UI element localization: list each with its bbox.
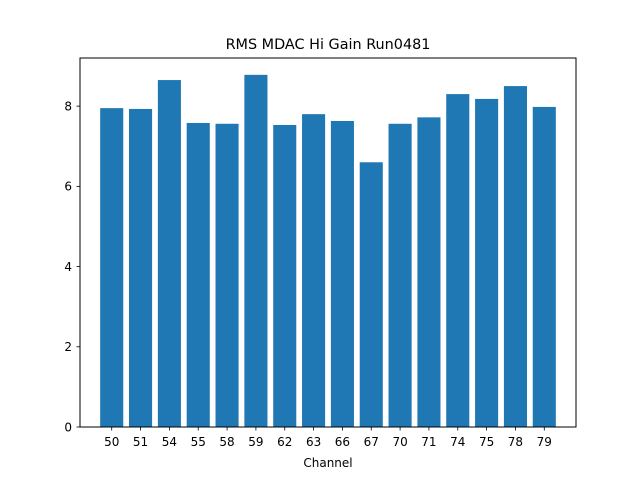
bar-75 xyxy=(475,98,499,427)
bar-63 xyxy=(302,114,326,428)
y-tick-label-6: 6 xyxy=(64,180,72,194)
y-tick-label-4: 4 xyxy=(64,260,72,274)
x-tick-label-70: 70 xyxy=(392,435,407,449)
y-tick-label-0: 0 xyxy=(64,420,72,434)
bar-71 xyxy=(417,117,441,428)
bar-70 xyxy=(388,123,412,427)
x-tick-label-55: 55 xyxy=(191,435,206,449)
bar-79 xyxy=(532,106,556,428)
x-tick-label-67: 67 xyxy=(364,435,379,449)
bar-62 xyxy=(273,124,297,427)
bar-67 xyxy=(359,162,383,427)
x-tick-label-74: 74 xyxy=(450,435,465,449)
x-tick-label-63: 63 xyxy=(306,435,321,449)
chart-title: RMS MDAC Hi Gain Run0481 xyxy=(226,37,431,53)
x-axis-label: Channel xyxy=(303,456,352,470)
x-tick-label-78: 78 xyxy=(508,435,523,449)
bar-50 xyxy=(100,108,124,427)
x-tick-label-58: 58 xyxy=(219,435,234,449)
bar-55 xyxy=(186,122,210,427)
y-tick-label-8: 8 xyxy=(64,99,72,113)
bar-66 xyxy=(330,120,354,427)
bar-74 xyxy=(446,94,470,427)
x-tick-label-50: 50 xyxy=(104,435,119,449)
bars-layer xyxy=(100,74,556,428)
bar-54 xyxy=(157,80,181,427)
x-tick-label-59: 59 xyxy=(248,435,263,449)
x-tick-label-54: 54 xyxy=(162,435,177,449)
x-tick-label-62: 62 xyxy=(277,435,292,449)
x-axis: 50 51 54 55 58 59 62 63 66 67 70 71 74 75 78 79 xyxy=(104,427,552,449)
x-tick-label-66: 66 xyxy=(335,435,350,449)
bar-59 xyxy=(244,74,268,427)
plot-frame xyxy=(79,57,577,428)
bar-51 xyxy=(129,108,153,427)
x-tick-label-79: 79 xyxy=(537,435,552,449)
x-tick-label-75: 75 xyxy=(479,435,494,449)
bar-58 xyxy=(215,123,239,427)
x-tick-label-51: 51 xyxy=(133,435,148,449)
bar-78 xyxy=(503,86,527,427)
x-tick-label-71: 71 xyxy=(421,435,436,449)
y-axis: 0 2 4 6 8 xyxy=(64,99,80,434)
y-tick-label-2: 2 xyxy=(64,340,72,354)
